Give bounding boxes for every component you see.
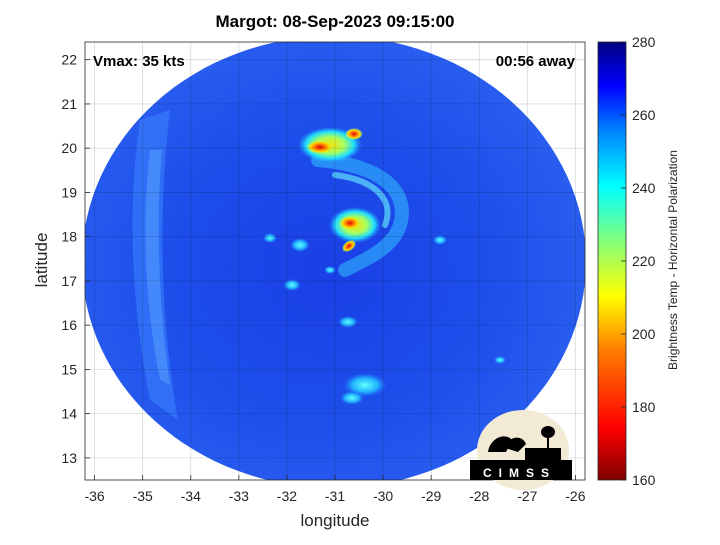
colorbar-tick-label: 180 <box>632 399 656 415</box>
north-core-east <box>345 128 363 140</box>
x-tick-label: -28 <box>469 488 489 504</box>
x-tick-label: -36 <box>84 488 104 504</box>
cell-west-1 <box>290 238 310 252</box>
x-axis: -36 -35 -34 -33 -32 -31 -30 -29 -28 -27 -26 <box>84 475 586 504</box>
figure-title: Margot: 08-Sep-2023 09:15:00 <box>215 12 455 31</box>
x-tick-label: -27 <box>517 488 537 504</box>
satellite-dish-icon <box>505 437 526 452</box>
colorbar-tick-label: 280 <box>632 34 656 50</box>
curved-band <box>311 153 409 277</box>
x-tick-label: -32 <box>277 488 297 504</box>
curved-band-inner <box>332 172 391 228</box>
x-tick-label: -33 <box>229 488 249 504</box>
y-tick-label: 22 <box>61 52 77 68</box>
x-tick-label: -26 <box>565 488 585 504</box>
x-tick-label: -34 <box>181 488 201 504</box>
central-core <box>339 216 361 230</box>
colorbar-tick-label: 200 <box>632 326 656 342</box>
y-tick-label: 16 <box>61 317 77 333</box>
logo-base <box>470 460 572 480</box>
y-tick-label: 19 <box>61 184 77 200</box>
y-tick-label: 15 <box>61 361 77 377</box>
colorbar-tick-label: 240 <box>632 180 656 196</box>
cell-east-1 <box>433 235 447 245</box>
x-tick-label: -30 <box>373 488 393 504</box>
y-tick-label: 21 <box>61 96 77 112</box>
cell-west-3 <box>263 233 277 243</box>
y-tick-label: 13 <box>61 450 77 466</box>
x-tick-label: -35 <box>133 488 153 504</box>
x-tick-label: -31 <box>325 488 345 504</box>
cimss-logo <box>470 410 572 490</box>
y-tick-label: 17 <box>61 273 77 289</box>
cimss-logo-text: CIMSS <box>483 466 557 480</box>
cold-strip-inner <box>145 150 170 385</box>
colorbar-tick-label: 260 <box>632 107 656 123</box>
y-axis: 13 14 15 16 17 18 19 20 21 22 <box>61 52 90 466</box>
cell-east-2 <box>494 356 506 364</box>
water-tower-tank <box>541 426 555 438</box>
colorbar-ticks: 160 180 200 220 240 260 280 <box>621 34 656 488</box>
building-icon <box>525 448 561 460</box>
y-axis-label: latitude <box>32 232 51 288</box>
colorbar-tick-label: 160 <box>632 472 656 488</box>
southern-cell <box>341 239 357 253</box>
grid-layer <box>85 42 585 480</box>
colorbar-label: Brightness Temp - Horizontal Polarizatio… <box>666 150 680 370</box>
cell-south-1 <box>343 373 387 397</box>
colorbar-tick-label: 220 <box>632 253 656 269</box>
cell-west-2 <box>283 279 301 291</box>
x-axis-label: longitude <box>300 511 370 530</box>
cell-south-3 <box>338 316 358 328</box>
cell-south-2 <box>340 391 364 405</box>
time-away-label: 00:56 away <box>495 53 575 70</box>
vmax-label: Vmax: 35 kts <box>93 53 185 70</box>
y-tick-label: 20 <box>61 140 77 156</box>
y-tick-label: 18 <box>61 229 77 245</box>
swath-layer <box>85 42 585 480</box>
x-tick-label: -29 <box>421 488 441 504</box>
y-tick-label: 14 <box>61 406 77 422</box>
cell-mid-1 <box>324 266 336 274</box>
north-core-west <box>306 140 334 154</box>
swath-disk <box>85 42 585 480</box>
